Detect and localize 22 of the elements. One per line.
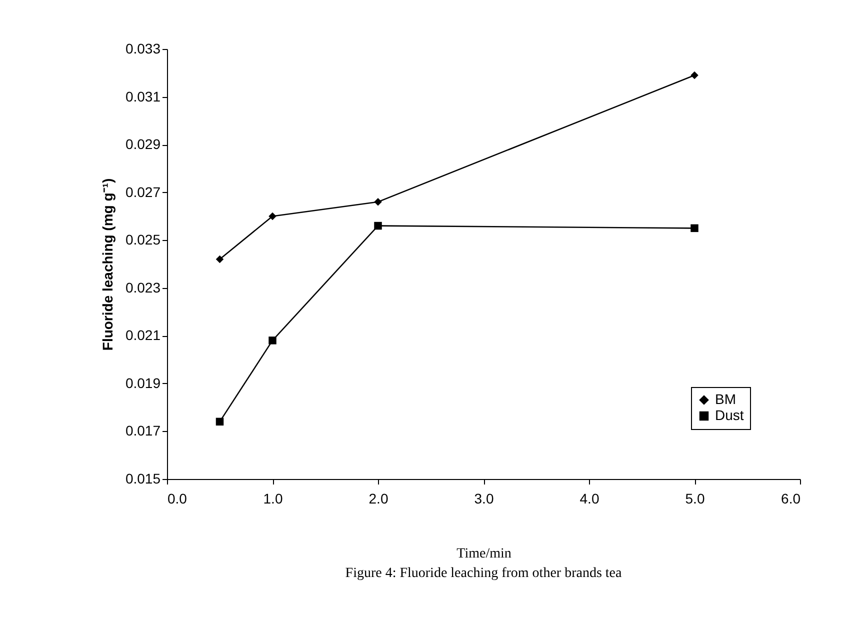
y-tick-label: 0.017 [125,422,161,439]
y-tick-label: 0.023 [125,279,161,296]
legend-label: Dust [715,407,744,423]
x-tick-label: 1.0 [263,490,283,506]
x-tick-label: 0.0 [168,490,188,506]
x-axis-title: Time/min [456,546,512,562]
y-tick-label: 0.031 [125,88,161,104]
text: Figure 4: Fluoride leaching from other brands tea [345,566,622,581]
x-tick-label: 6.0 [781,490,801,506]
x-tick-label: 4.0 [580,490,600,506]
y-tick-label: 0.025 [125,232,161,248]
y-tick-label: 0.027 [125,184,161,200]
x-tick-label: 2.0 [368,490,388,506]
y-tick-label: 0.029 [125,136,161,152]
y-tick-label: 0.015 [125,470,161,486]
x-tick-label: 3.0 [474,490,494,506]
legend-label: BM [715,391,736,407]
y-tick-label: 0.019 [125,374,161,391]
y-tick-label: 0.021 [125,327,161,344]
y-tick-label: 0.033 [125,40,161,56]
x-tick-label: 5.0 [685,490,705,506]
y-axis-title: Fluoride leaching (mg g⁻¹) [99,178,116,351]
